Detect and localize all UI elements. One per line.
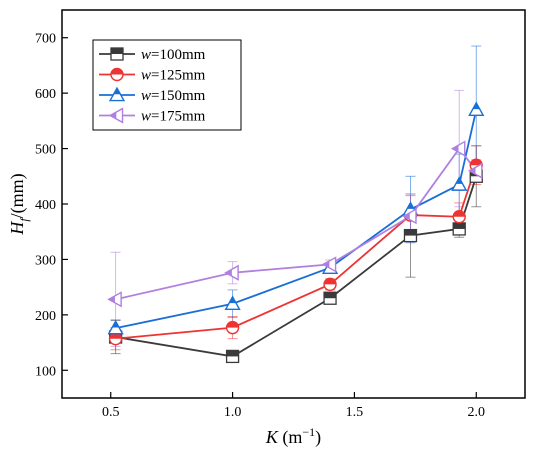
series-marker xyxy=(110,67,124,82)
series-line xyxy=(115,147,477,301)
series-marker xyxy=(108,107,124,124)
legend-item: w=150mm xyxy=(99,86,206,104)
y-axis-title-var: H xyxy=(7,221,27,236)
x-axis-title-var: K xyxy=(265,427,279,447)
y-tick-label: 400 xyxy=(35,198,56,213)
axis-ticks: 0.5 1.0 1.5 2.0 100 200 300 400 500 600 700 xyxy=(35,32,485,420)
y-tick-label: 200 xyxy=(35,309,56,324)
series-marker xyxy=(225,349,240,364)
series-marker xyxy=(224,264,239,281)
series-marker xyxy=(323,291,337,305)
series-marker xyxy=(110,47,124,61)
series-markers xyxy=(107,101,485,364)
x-axis-title: K (m−1) xyxy=(265,425,321,448)
series-marker xyxy=(224,295,241,310)
series-marker xyxy=(108,331,123,346)
legend-label: w=150mm xyxy=(141,88,206,104)
x-axis-title-close: ) xyxy=(315,427,321,448)
x-tick-label: 0.5 xyxy=(102,405,120,420)
legend-label-var: w xyxy=(141,47,151,63)
x-axis-title-exp: −1 xyxy=(302,425,315,439)
legend-label-var: w xyxy=(141,68,151,84)
legend-label-rest: =175mm xyxy=(151,109,206,125)
y-tick-label: 700 xyxy=(35,32,56,47)
y-tick-label: 300 xyxy=(35,253,56,268)
legend-label-rest: =150mm xyxy=(151,88,206,104)
series-marker xyxy=(451,176,468,191)
x-tick-label: 1.5 xyxy=(346,405,364,420)
series-marker xyxy=(323,277,337,292)
series-marker xyxy=(108,86,126,102)
series-marker xyxy=(450,140,466,157)
y-tick-label: 500 xyxy=(35,143,56,158)
legend-label-rest: =100mm xyxy=(151,47,206,63)
series-marker xyxy=(321,256,337,273)
legend-item: w=125mm xyxy=(99,68,206,84)
series-marker xyxy=(452,222,466,236)
y-axis-title-sub: f xyxy=(17,217,31,222)
series-lines xyxy=(115,109,478,358)
y-tick-label: 600 xyxy=(35,87,56,102)
y-axis-title: Hf/(mm) xyxy=(7,173,31,235)
legend-label: w=100mm xyxy=(141,47,206,63)
series-line xyxy=(115,109,478,330)
legend-label-var: w xyxy=(141,109,151,125)
legend-label-rest: =125mm xyxy=(151,68,206,84)
y-tick-label: 100 xyxy=(35,364,56,379)
series-marker xyxy=(225,320,240,335)
series-marker xyxy=(468,101,485,116)
series-marker xyxy=(467,162,483,179)
series-marker xyxy=(107,291,122,308)
legend-item: w=175mm xyxy=(99,107,206,125)
legend-item: w=100mm xyxy=(99,47,206,63)
y-axis-title-units: /(mm) xyxy=(7,173,28,218)
legend-label-var: w xyxy=(141,88,151,104)
series-line xyxy=(115,164,478,340)
x-tick-label: 2.0 xyxy=(468,405,486,420)
series-marker xyxy=(402,208,417,225)
x-axis-title-units: (m xyxy=(278,427,303,448)
legend-label: w=175mm xyxy=(141,109,206,125)
legend-label: w=125mm xyxy=(141,68,206,84)
series-marker xyxy=(452,210,466,224)
series-marker xyxy=(403,228,418,243)
series-marker xyxy=(107,319,124,335)
x-tick-label: 1.0 xyxy=(224,405,242,420)
